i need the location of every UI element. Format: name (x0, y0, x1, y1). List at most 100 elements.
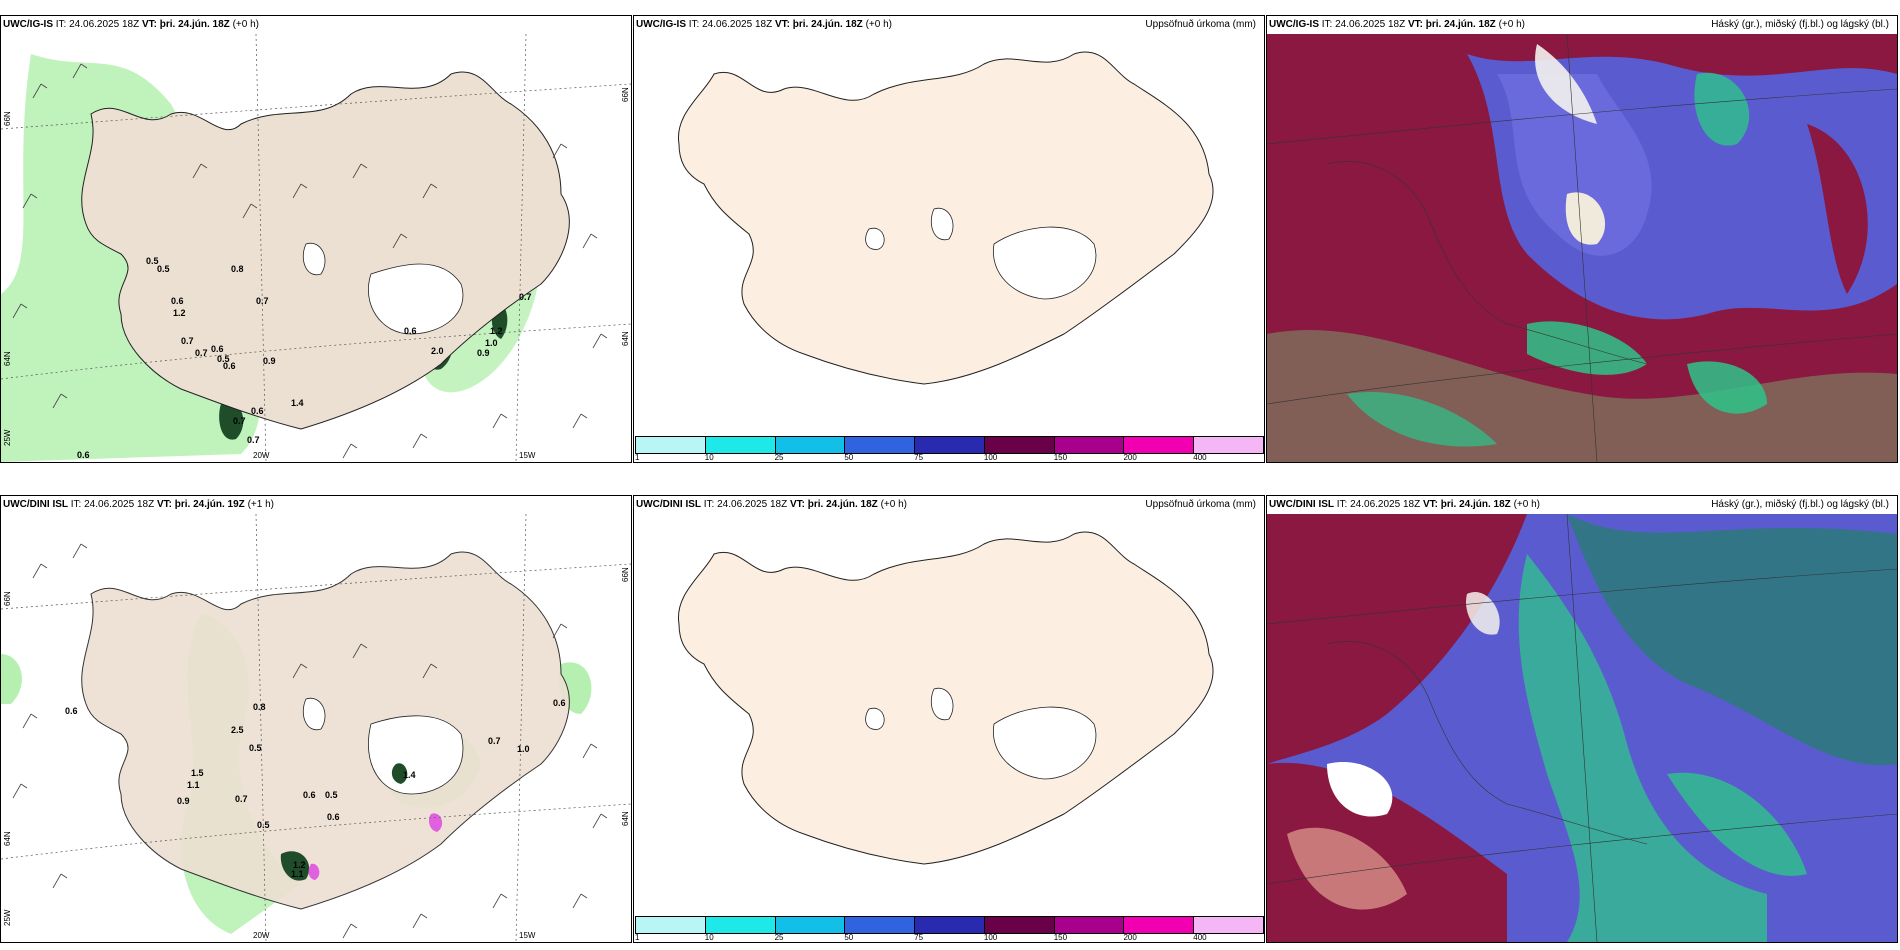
colorbar-label: 100 (983, 933, 998, 942)
svg-text:0.7: 0.7 (247, 435, 260, 445)
colorbar-label: 1 (635, 453, 640, 462)
colorbar-label: 400 (1193, 453, 1207, 462)
iceland-accum-map[interactable] (634, 514, 1264, 914)
panel-title: Uppsöfnuð úrkoma (mm) (1145, 499, 1256, 510)
panel-precip-wind-bottom: UWC/DINI ISL IT: 24.06.2025 18Z VT: þri.… (0, 495, 632, 943)
svg-text:0.7: 0.7 (195, 348, 208, 358)
iceland-precip-map[interactable]: 0.6 0.8 2.5 0.5 1.5 1.1 0.9 0.7 0.6 0.5 … (1, 514, 631, 942)
svg-text:2.5: 2.5 (231, 725, 244, 735)
svg-text:1.2: 1.2 (490, 326, 503, 336)
panel-header: UWC/DINI ISL IT: 24.06.2025 18Z VT: þri.… (636, 499, 907, 510)
lat-label-66n: 66N (3, 111, 12, 126)
panel-clouds-top: UWC/IG-IS IT: 24.06.2025 18Z VT: þri. 24… (1266, 15, 1898, 463)
panel-title: Háský (gr.), miðský (fj.bl.) og lágský (… (1711, 19, 1889, 30)
colorbar-segment (704, 916, 776, 934)
panel-header: UWC/IG-IS IT: 24.06.2025 18Z VT: þri. 24… (636, 19, 892, 30)
precip-colorbar (635, 916, 1264, 934)
svg-text:0.7: 0.7 (488, 736, 501, 746)
colorbar-label: 50 (844, 933, 854, 942)
svg-text:0.6: 0.6 (77, 450, 90, 460)
panel-precip-wind-top: UWC/IG-IS IT: 24.06.2025 18Z VT: þri. 24… (0, 15, 632, 463)
svg-text:0.7: 0.7 (233, 416, 246, 426)
cloud-cover-map[interactable] (1267, 514, 1897, 942)
lat-label-64n: 64N (3, 351, 12, 366)
panel-header: UWC/IG-IS IT: 24.06.2025 18Z VT: þri. 24… (3, 19, 259, 30)
panel-header: UWC/IG-IS IT: 24.06.2025 18Z VT: þri. 24… (1269, 19, 1525, 30)
svg-text:0.9: 0.9 (477, 348, 490, 358)
colorbar-label: 200 (1123, 933, 1137, 942)
iceland-accum-map[interactable] (634, 34, 1264, 434)
svg-text:0.5: 0.5 (146, 256, 159, 266)
svg-text:1.0: 1.0 (517, 744, 530, 754)
colorbar-segment (1193, 436, 1264, 454)
iceland-precip-map[interactable]: 0.5 0.5 0.8 0.6 1.2 0.7 0.7 0.6 0.7 0.5 … (1, 34, 631, 462)
lon-label-20w: 20W (253, 451, 270, 460)
lat-label-64n-right: 64N (621, 331, 630, 346)
svg-text:0.6: 0.6 (223, 361, 236, 371)
svg-text:0.6: 0.6 (171, 296, 184, 306)
colorbar-segment (914, 916, 985, 934)
svg-text:0.5: 0.5 (157, 264, 170, 274)
colorbar-segment (1053, 436, 1125, 454)
svg-text:0.6: 0.6 (211, 344, 224, 354)
panel-header: UWC/DINI ISL IT: 24.06.2025 18Z VT: þri.… (1269, 499, 1540, 510)
colorbar-label: 150 (1053, 933, 1068, 942)
colorbar-segment (844, 436, 916, 454)
svg-text:0.5: 0.5 (325, 790, 338, 800)
svg-text:1.2: 1.2 (173, 308, 186, 318)
colorbar-segment (983, 436, 1055, 454)
colorbar-segment (983, 916, 1055, 934)
colorbar-segment (914, 436, 985, 454)
svg-text:0.8: 0.8 (253, 702, 266, 712)
cloud-cover-map[interactable] (1267, 34, 1897, 462)
svg-text:0.7: 0.7 (519, 292, 532, 302)
panel-clouds-bottom: UWC/DINI ISL IT: 24.06.2025 18Z VT: þri.… (1266, 495, 1898, 943)
panel-header: UWC/DINI ISL IT: 24.06.2025 18Z VT: þri.… (3, 499, 274, 510)
lat-label-64n-right: 64N (621, 811, 630, 826)
colorbar-label: 10 (704, 933, 714, 942)
svg-text:0.6: 0.6 (404, 326, 417, 336)
svg-text:0.6: 0.6 (553, 698, 566, 708)
precip-colorbar-labels: 1 10 25 50 75 100 150 200 400 (635, 933, 1263, 942)
colorbar-segment (774, 436, 846, 454)
colorbar-label: 75 (914, 933, 924, 942)
svg-text:0.6: 0.6 (251, 406, 264, 416)
colorbar-segment (1123, 436, 1195, 454)
lat-label-25w: 25W (3, 909, 12, 926)
colorbar-segment (635, 916, 706, 934)
colorbar-label: 150 (1053, 453, 1068, 462)
svg-text:1.2: 1.2 (293, 860, 306, 870)
colorbar-label: 50 (844, 453, 854, 462)
svg-text:1.0: 1.0 (485, 338, 498, 348)
svg-text:1.1: 1.1 (187, 780, 200, 790)
svg-text:0.5: 0.5 (249, 743, 262, 753)
lat-label-66n-right: 66N (621, 567, 630, 582)
lat-label-66n-right: 66N (621, 87, 630, 102)
svg-text:0.5: 0.5 (217, 354, 230, 364)
lat-label-66n: 66N (3, 591, 12, 606)
precip-colorbar (635, 436, 1264, 454)
svg-text:0.6: 0.6 (65, 706, 78, 716)
panel-accum-precip-bottom: UWC/DINI ISL IT: 24.06.2025 18Z VT: þri.… (633, 495, 1265, 943)
svg-text:0.7: 0.7 (256, 296, 269, 306)
colorbar-segment (844, 916, 916, 934)
panel-title: Háský (gr.), miðský (fj.bl.) og lágský (… (1711, 499, 1889, 510)
svg-text:1.1: 1.1 (291, 869, 304, 879)
svg-text:1.5: 1.5 (191, 768, 204, 778)
colorbar-label: 100 (983, 453, 998, 462)
lon-label-15w: 15W (519, 931, 536, 940)
colorbar-segment (774, 916, 846, 934)
colorbar-label: 75 (914, 453, 924, 462)
iceland-land (81, 71, 570, 430)
panel-title: Uppsöfnuð úrkoma (mm) (1145, 19, 1256, 30)
lat-label-64n: 64N (3, 831, 12, 846)
svg-text:0.8: 0.8 (231, 264, 244, 274)
svg-text:0.7: 0.7 (181, 336, 194, 346)
colorbar-segment (1193, 916, 1264, 934)
colorbar-segment (635, 436, 706, 454)
svg-text:0.9: 0.9 (263, 356, 276, 366)
panel-accum-precip-top: UWC/IG-IS IT: 24.06.2025 18Z VT: þri. 24… (633, 15, 1265, 463)
colorbar-segment (704, 436, 776, 454)
lat-label-25w: 25W (3, 429, 12, 446)
svg-text:0.6: 0.6 (327, 812, 340, 822)
